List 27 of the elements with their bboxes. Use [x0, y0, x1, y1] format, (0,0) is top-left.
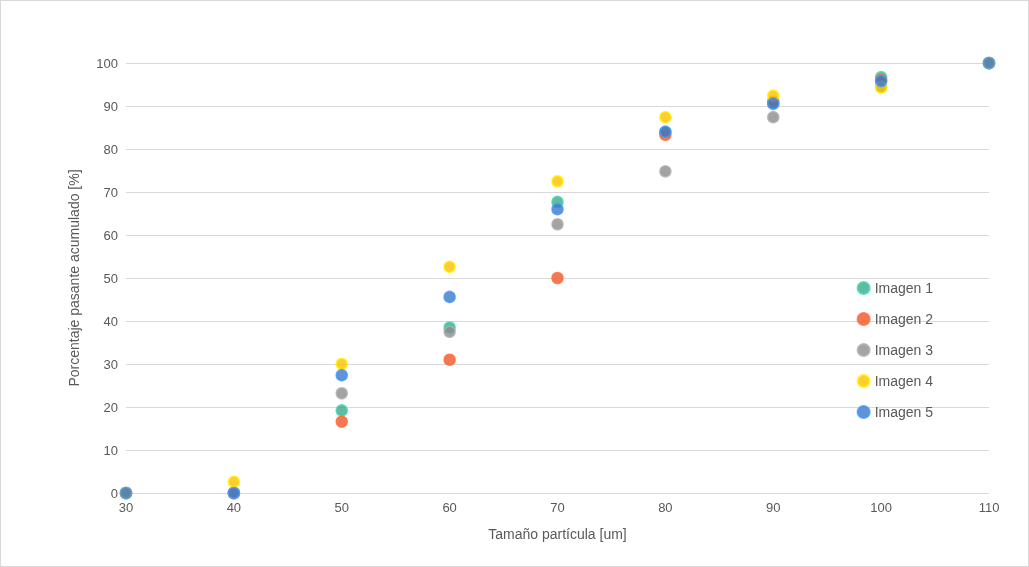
legend-label: Imagen 3	[874, 342, 934, 358]
y-tick-label: 0	[110, 485, 118, 501]
y-axis-title: Porcentaje pasante acumulado [%]	[66, 169, 82, 387]
legend-label: Imagen 4	[874, 373, 934, 389]
y-tick-label: 50	[103, 270, 118, 286]
y-tick-label: 60	[103, 227, 118, 243]
y-tick-label: 40	[103, 313, 118, 329]
x-tick-label: 90	[766, 500, 781, 515]
x-tick-label: 80	[658, 500, 673, 515]
y-tick-label: 90	[103, 98, 118, 114]
x-tick-label: 60	[442, 500, 457, 515]
legend-label: Imagen 5	[874, 404, 934, 420]
x-tick-label: 50	[334, 500, 349, 515]
y-tick-label: 10	[103, 442, 118, 458]
legend-label: Imagen 1	[874, 280, 934, 296]
x-tick-label: 100	[870, 500, 892, 515]
y-tick-label: 20	[103, 399, 118, 415]
x-axis-title: Tamaño partícula [um]	[488, 526, 627, 542]
x-tick-label: 40	[226, 500, 242, 515]
x-tick-label: 70	[550, 500, 565, 515]
y-tick-label: 30	[103, 356, 118, 372]
y-tick-label: 100	[96, 55, 118, 71]
legend-label: Imagen 2	[874, 311, 934, 327]
x-tick-label: 110	[978, 500, 1000, 515]
y-tick-label: 70	[103, 184, 118, 200]
y-tick-label: 80	[103, 141, 118, 157]
x-tick-label: 30	[118, 500, 134, 515]
